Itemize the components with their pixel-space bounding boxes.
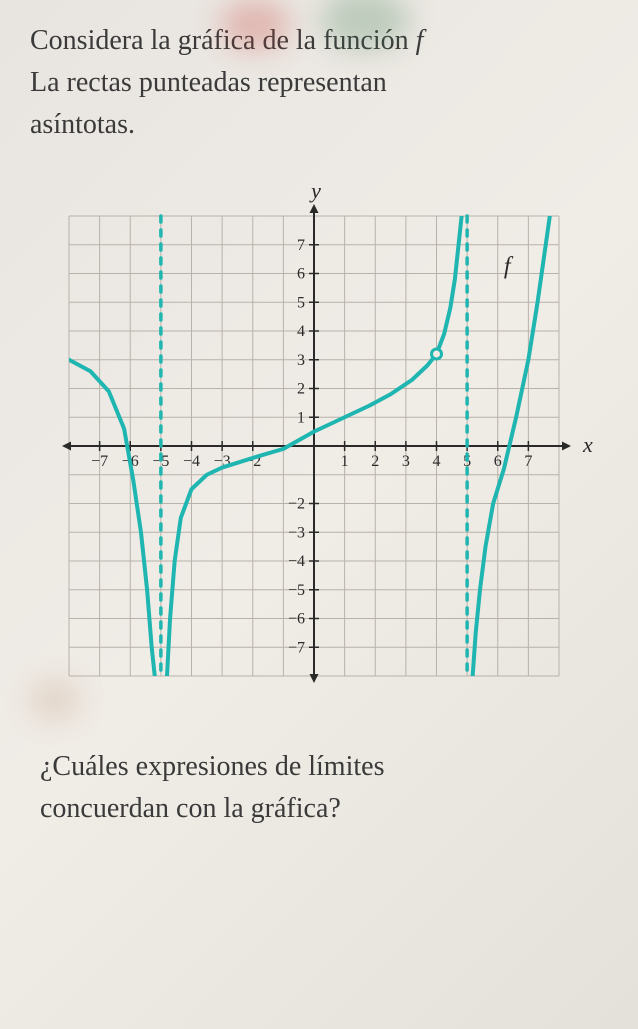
svg-text:3: 3 [297,352,305,369]
svg-text:2: 2 [371,453,379,470]
svg-text:−7: −7 [288,639,305,656]
graph-svg: −7−6−5−4−3−212345671234567−2−3−4−5−6−7yx… [39,186,599,706]
svg-text:−4: −4 [183,453,200,470]
question-line-1: ¿Cuáles expresiones de límites [40,746,598,788]
svg-text:1: 1 [297,409,305,426]
svg-text:5: 5 [297,294,305,311]
prompt-line-1: Considera la gráfica de la función f [30,20,608,62]
svg-text:−3: −3 [288,524,305,541]
function-name: f [416,25,424,56]
question-line-2: concuerdan con la gráfica? [40,788,598,830]
function-graph: −7−6−5−4−3−212345671234567−2−3−4−5−6−7yx… [39,186,599,706]
svg-text:4: 4 [297,323,305,340]
svg-text:6: 6 [494,453,502,470]
svg-text:3: 3 [402,453,410,470]
svg-text:−2: −2 [288,496,305,513]
prompt-block: Considera la gráfica de la función f La … [30,20,608,146]
svg-text:6: 6 [297,266,305,283]
prompt-line-3: asíntotas. [30,104,608,146]
question-block: ¿Cuáles expresiones de límites concuerda… [30,746,608,830]
svg-text:−5: −5 [288,582,305,599]
prompt-line-1a: Considera la gráfica de la función [30,25,416,56]
svg-text:−6: −6 [288,611,305,628]
prompt-line-2: La rectas punteadas representan [30,62,608,104]
svg-text:1: 1 [341,453,349,470]
svg-text:y: y [309,186,321,203]
svg-text:4: 4 [433,453,441,470]
svg-text:x: x [582,432,593,457]
svg-text:7: 7 [297,237,305,254]
svg-text:−4: −4 [288,553,305,570]
svg-text:f: f [504,254,514,280]
svg-text:2: 2 [297,381,305,398]
svg-text:7: 7 [524,453,532,470]
svg-text:−7: −7 [91,453,108,470]
